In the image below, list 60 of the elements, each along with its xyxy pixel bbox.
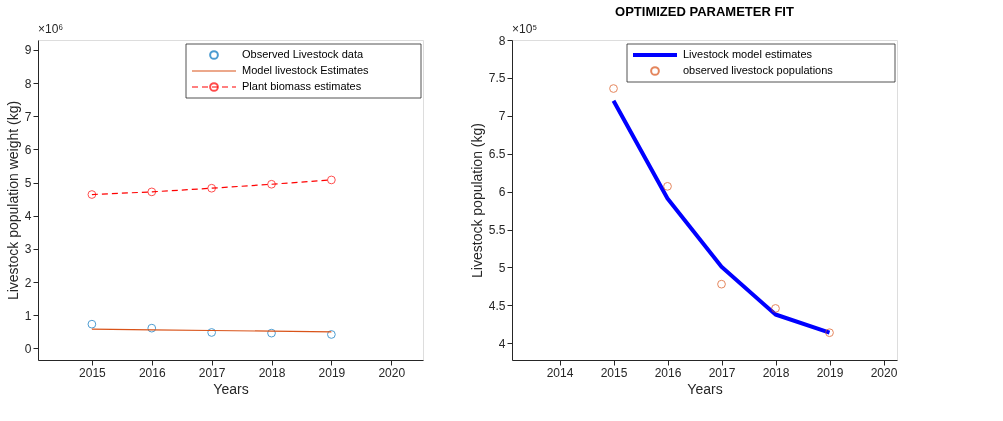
y-tick-label: 3 [24,242,32,257]
y-tick-label: 2 [24,275,32,290]
x-tick-label: 2017 [708,365,736,380]
x-tick-label: 2016 [138,365,166,380]
point [87,319,97,329]
y-tick-label: 5 [498,260,506,275]
y-tick-label: 8 [498,33,506,48]
x-tick-label: 2015 [600,365,628,380]
point [87,190,97,199]
x-tick-label: 2018 [258,365,286,380]
y-tick-label: 0 [24,341,32,356]
point [207,183,217,193]
point [609,84,618,93]
legend-label: Livestock model estimates [683,48,813,60]
y-tick-label: 5 [24,176,32,191]
y-tick-label: 6 [24,142,32,157]
y-tick-label: 6 [498,185,506,200]
text: ×10⁶ [38,22,64,36]
x-axis-title: Years [687,380,723,397]
y-tick-label: 4.5 [488,298,506,313]
chart-title: OPTIMIZED PARAMETER FIT [615,4,794,19]
legend-label: observed livestock populations [683,64,834,76]
y-tick-label: 6.5 [488,147,506,162]
y-tick-label: 7 [498,109,506,124]
x-axis-title: Years [213,380,249,397]
y-tick-label: 9 [24,43,32,58]
point [207,328,217,337]
x-tick-label: 2019 [318,365,346,380]
y-tick-label: 7.5 [488,71,506,86]
y-axis-title: Livestock population weight (kg) [4,100,21,301]
x-tick-label: 2020 [378,365,406,380]
x-tick-label: 2014 [546,365,574,380]
point [825,328,834,338]
x-tick-label: 2019 [816,365,844,380]
x-tick-label: 2016 [654,365,682,380]
x-tick-label: 2017 [198,365,226,380]
y-axis-title: Livestock population (kg) [468,123,485,278]
x-tick-label: 2018 [762,365,790,380]
point [267,179,276,189]
line-series [611,98,832,335]
y-tick-label: 7 [24,109,32,124]
point [147,187,157,197]
y-tick-label: 4 [498,336,506,351]
point [663,181,672,191]
point [327,330,336,339]
y-tick-label: 1 [24,308,32,323]
x-tick-label: 2015 [79,365,107,380]
point [267,328,276,338]
legend-label: Plant biomass estimates [242,80,362,92]
point [717,279,726,289]
x-tick-label: 2020 [870,365,898,380]
text: ×10⁵ [512,22,538,36]
point [147,323,157,333]
legend-label: Observed Livestock data [242,48,364,60]
y-tick-label: 8 [24,76,32,91]
legend-label: Model livestock Estimates [242,64,370,76]
point [327,175,336,185]
y-tick-label: 5.5 [488,223,506,238]
point [771,304,780,313]
y-tick-label: 4 [24,209,32,224]
